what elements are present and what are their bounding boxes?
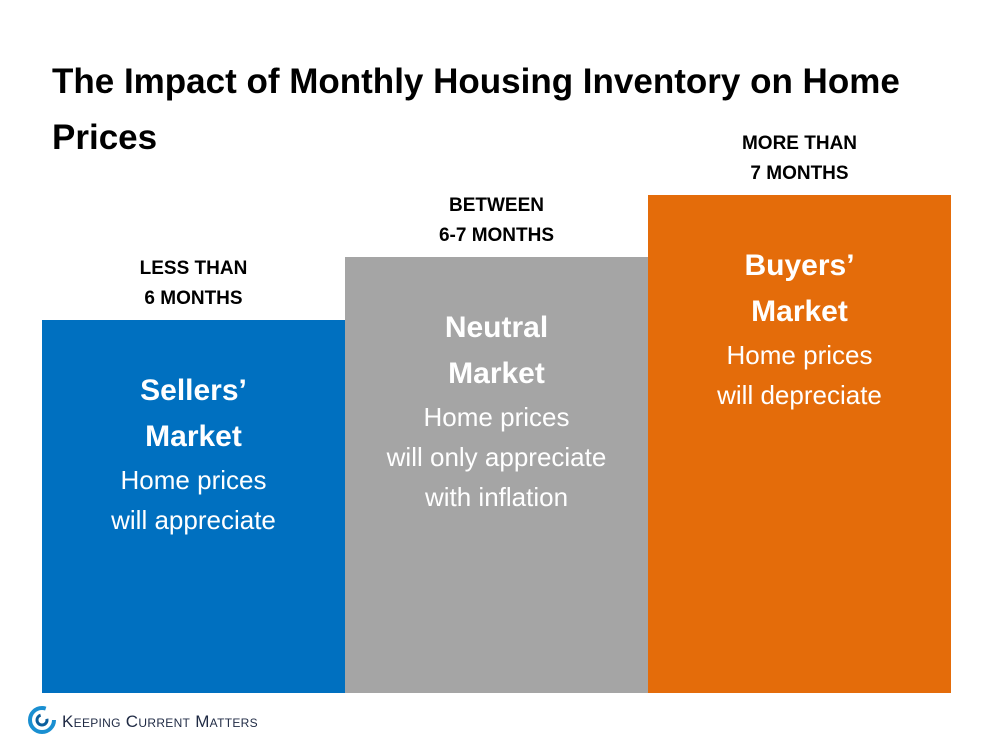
market-description: Home prices will depreciate [648, 335, 951, 415]
column-label: BETWEEN 6-7 MONTHS [345, 191, 648, 251]
title: The Impact of Monthly Housing Inventory … [52, 62, 900, 157]
heading-line: Neutral [444, 311, 549, 344]
heading-line: Market [145, 420, 242, 453]
description-line: will only appreciate [386, 442, 607, 472]
description-line: will depreciate [717, 380, 882, 410]
heading-line: Buyers’ [744, 249, 855, 282]
market-description: Home prices will appreciate [42, 460, 345, 540]
label-line: LESS THAN [139, 258, 248, 279]
market-box: Sellers’ Market Home prices will appreciate [42, 320, 345, 693]
market-box: Neutral Market Home prices will only apprec… [345, 257, 648, 693]
market-heading: Sellers’ Market [42, 368, 345, 460]
description-line: Home prices [120, 465, 267, 495]
description-line: Home prices [726, 340, 873, 370]
description-line: will appreciate [111, 505, 276, 535]
label-line: 6 MONTHS [144, 288, 243, 309]
label-line: 7 MONTHS [750, 163, 849, 184]
description-line: Home prices [423, 402, 570, 432]
label-line: BETWEEN [449, 195, 544, 216]
market-box: Buyers’ Market Home prices will depreciate [648, 195, 951, 693]
heading-line: Market [751, 295, 848, 328]
logo-icon [28, 706, 56, 734]
market-heading: Buyers’ Market [648, 243, 951, 335]
description-line: with inflation [424, 482, 569, 512]
label-line: 6-7 MONTHS [438, 225, 555, 246]
column-label: MORE THAN 7 MONTHS [648, 129, 951, 189]
heading-line: Market [448, 357, 545, 390]
label-line: MORE THAN [741, 133, 858, 154]
heading-line: Sellers’ [140, 374, 247, 407]
market-description: Home prices will only appreciate with infl… [345, 397, 648, 517]
column-label: LESS THAN 6 MONTHS [42, 254, 345, 314]
market-heading: Neutral Market [345, 305, 648, 397]
logo-text: Keeping Current Matters [62, 712, 258, 731]
